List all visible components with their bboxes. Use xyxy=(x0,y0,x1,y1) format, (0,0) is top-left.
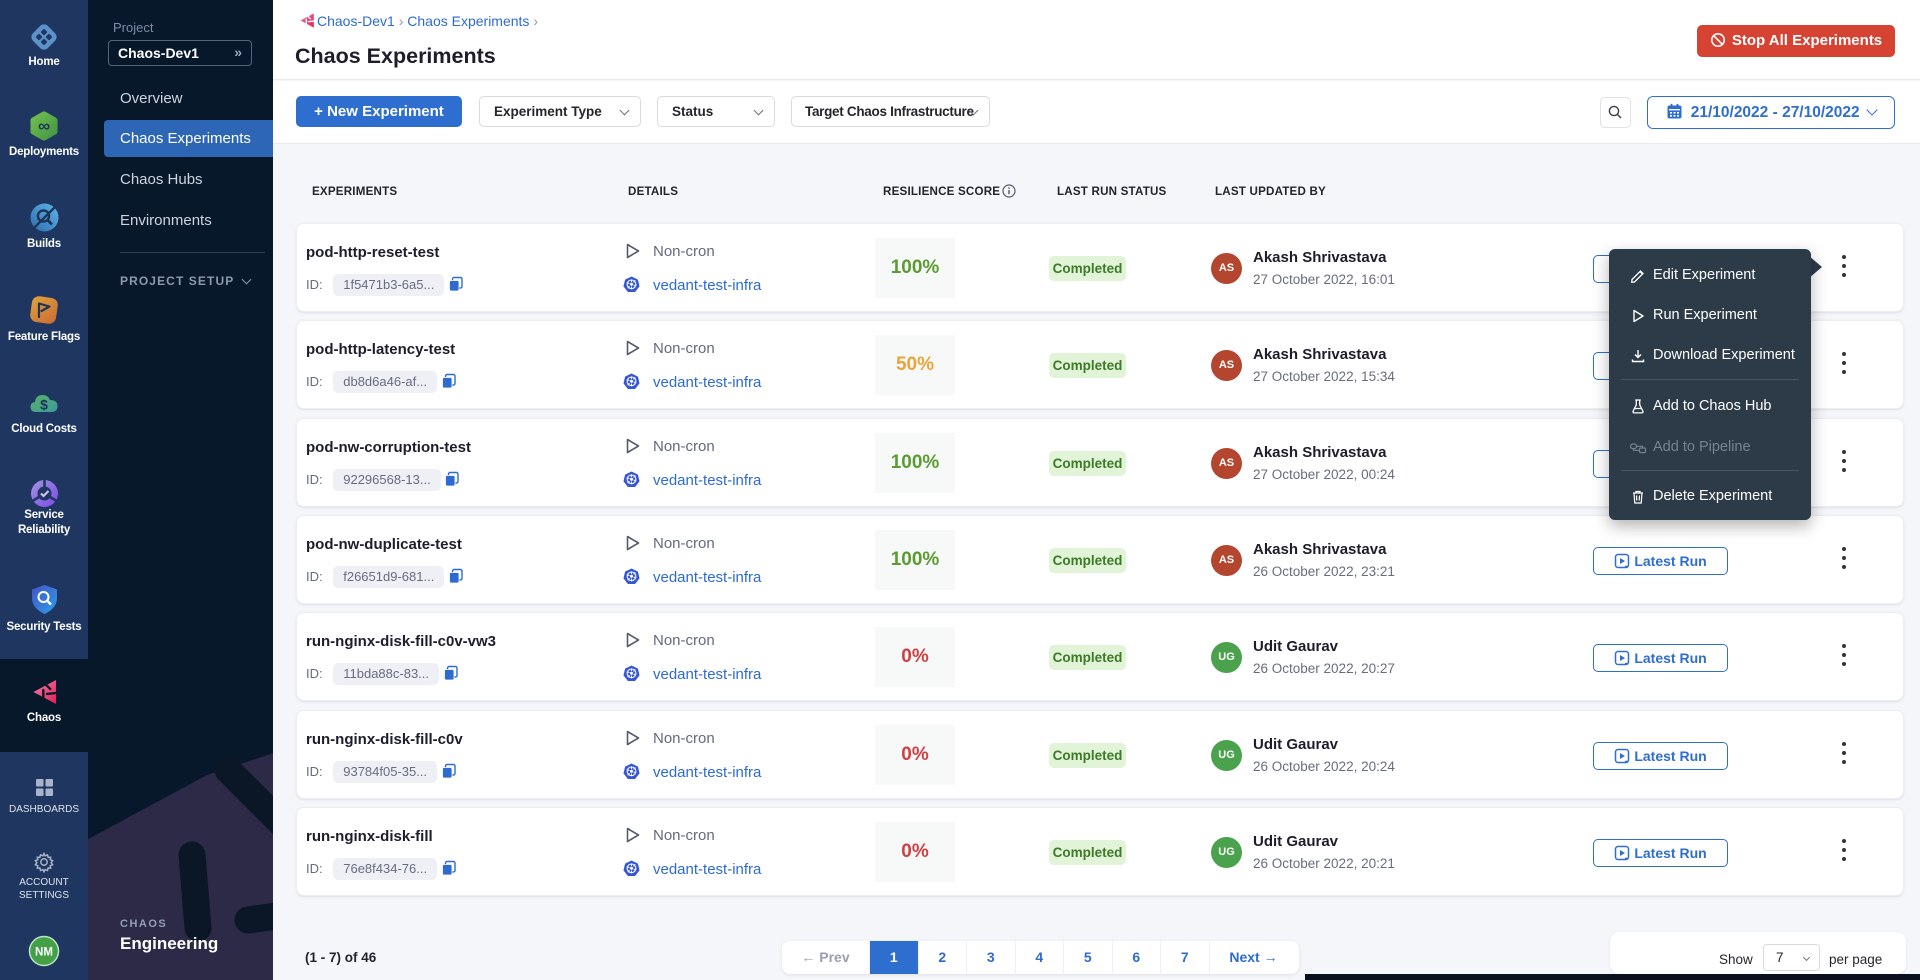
svg-text:$: $ xyxy=(40,397,48,413)
svg-text:∞: ∞ xyxy=(38,117,50,136)
svg-text:NM: NM xyxy=(35,947,53,959)
